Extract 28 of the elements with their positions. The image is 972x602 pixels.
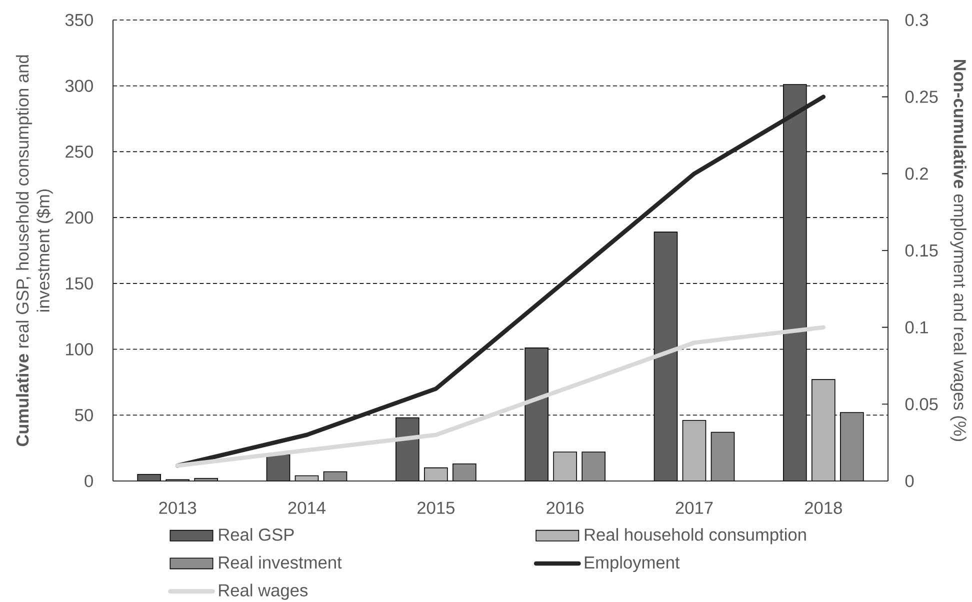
y2-tick-label: 0.3: [905, 14, 928, 26]
y2-tick-label: 0.1: [905, 321, 928, 334]
y2-tick-label: 0.2: [905, 168, 928, 180]
x-tick-label: 2017: [676, 502, 713, 514]
legend-label: Real household consumption: [584, 528, 806, 544]
y2-tick-label: 0.25: [905, 90, 938, 103]
legend-label: Real investment: [219, 556, 342, 569]
x-tick-label: 2013: [159, 502, 196, 514]
y-tick-label: 300: [65, 80, 93, 92]
x-tick-label: 2015: [418, 502, 454, 514]
y-tick-label: 350: [65, 14, 93, 26]
legend-label: Employment: [584, 556, 680, 572]
x-tick-label: 2016: [546, 502, 584, 514]
x-tick-label: 2014: [288, 502, 326, 514]
y-tick-label: 200: [66, 211, 93, 224]
y2-tick-label: 0.05: [905, 398, 938, 410]
y2-tick-label: 0: [905, 474, 914, 488]
legend-label: Real GSP: [219, 528, 294, 541]
y-tick-label: 50: [75, 408, 93, 422]
y-tick-label: 100: [66, 343, 93, 356]
y-axis-title: Cumulative real GSP, household consumption and investment ($m): [16, 55, 53, 446]
y-tick-label: 250: [66, 146, 93, 158]
y-tick-label: 150: [66, 277, 93, 290]
legend-label: Real wages: [219, 584, 308, 600]
x-tick-label: 2018: [805, 502, 842, 514]
y2-axis-title: Non-cumulative employment and real wages (%): [950, 60, 966, 442]
y2-tick-label: 0.15: [905, 244, 938, 257]
y-tick-label: 0: [84, 474, 93, 488]
